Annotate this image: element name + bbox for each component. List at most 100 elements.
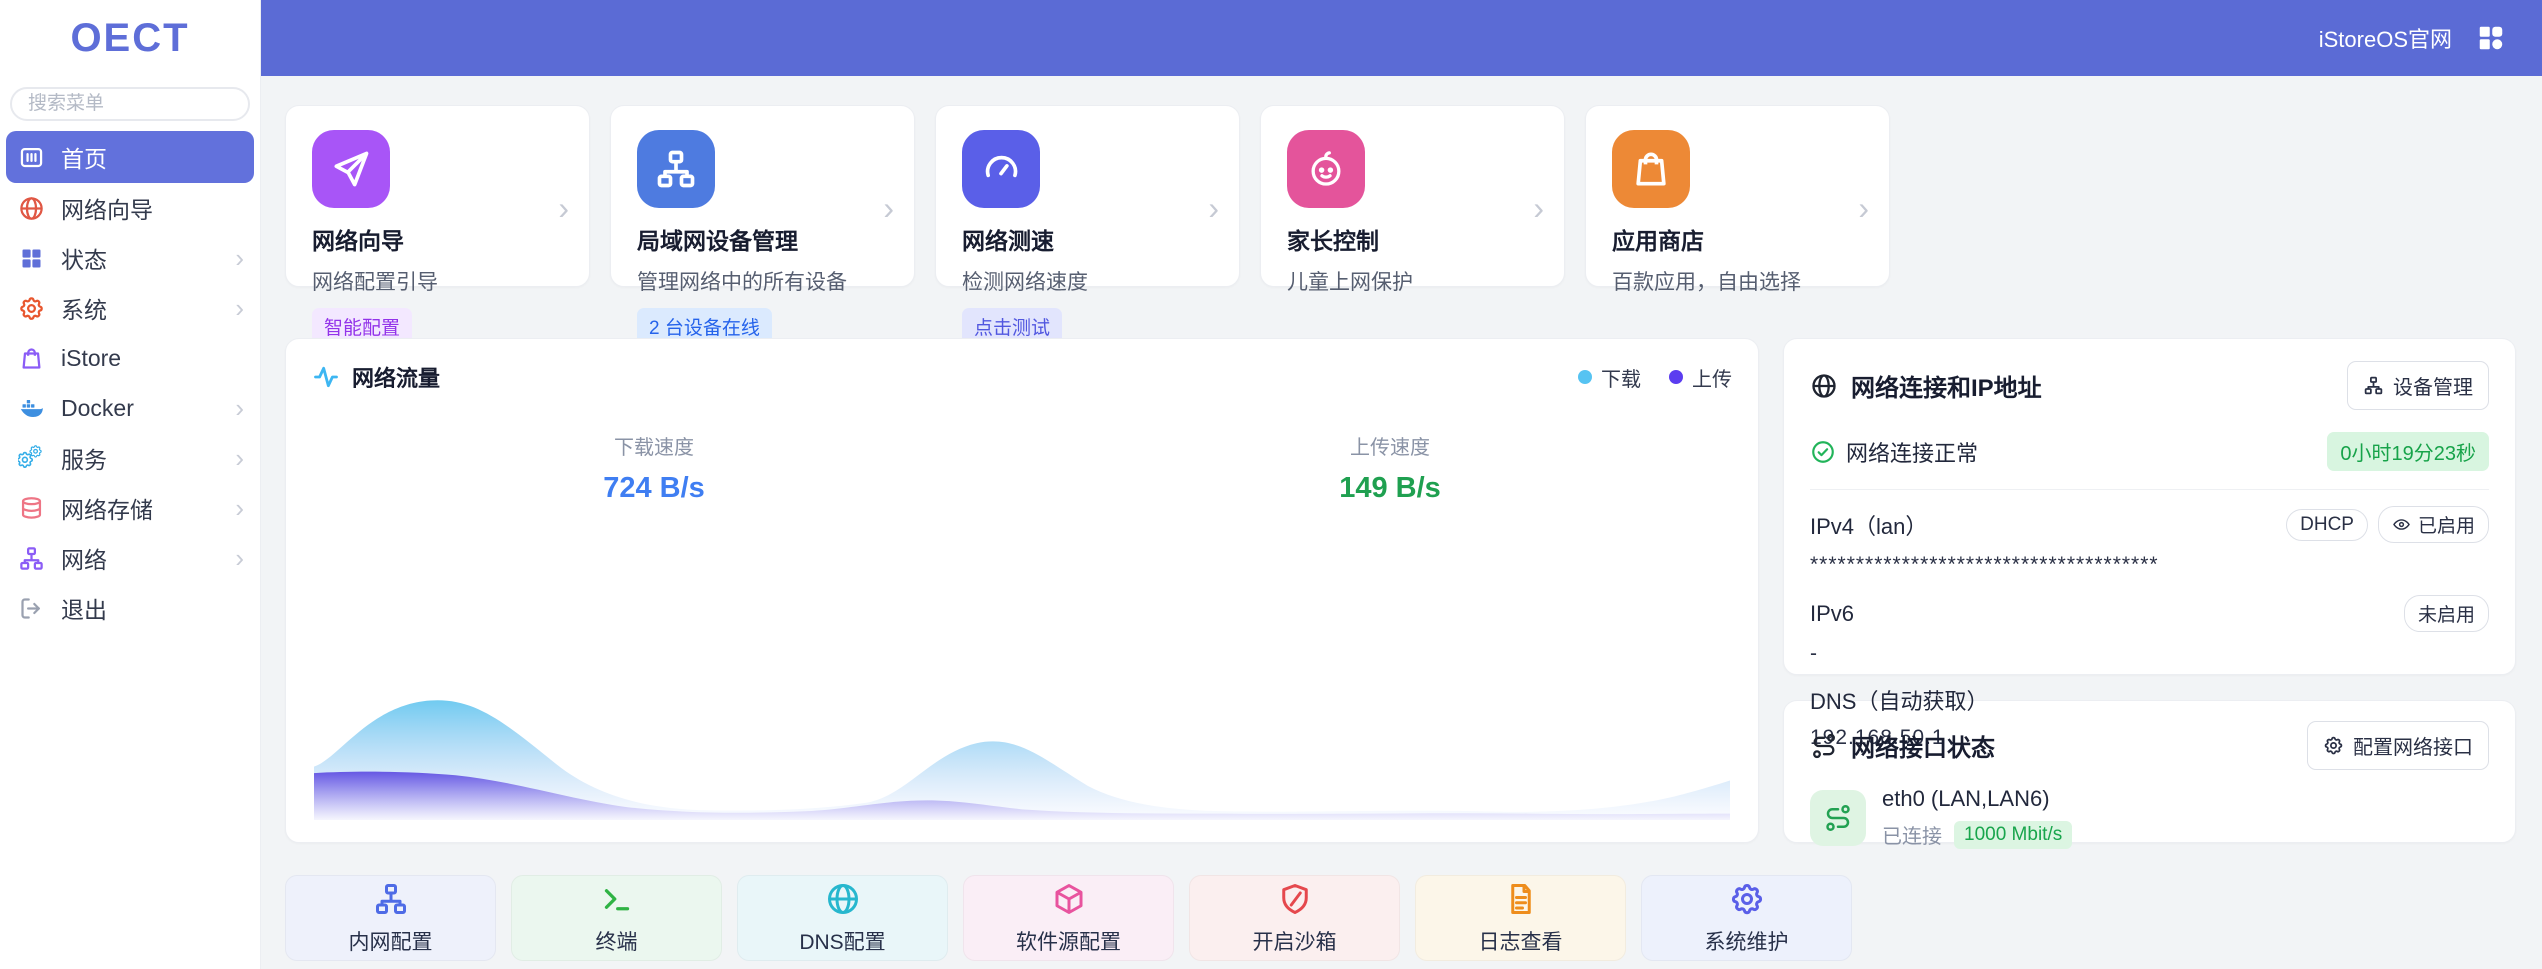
download-speed-value: 724 B/s	[603, 472, 705, 504]
divider	[1810, 489, 2489, 490]
card-speed-test[interactable]: 网络测速 检测网络速度 点击测试 ›	[935, 105, 1240, 345]
gear-icon	[1731, 883, 1762, 914]
action-enable-sandbox[interactable]: 开启沙箱	[1189, 875, 1400, 961]
chevron-right-icon: ›	[558, 190, 569, 226]
send-icon	[312, 130, 390, 208]
card-subtitle: 管理网络中的所有设备	[637, 271, 847, 294]
sidebar-item-status[interactable]: 状态 ›	[0, 233, 260, 283]
eye-icon	[2393, 519, 2410, 530]
card-network-wizard[interactable]: 网络向导 网络配置引导 智能配置 ›	[285, 105, 590, 345]
globe-icon	[18, 195, 45, 222]
action-view-logs[interactable]: 日志查看	[1415, 875, 1626, 961]
check-circle-icon	[1810, 439, 1836, 465]
upload-speed-value: 149 B/s	[1339, 472, 1441, 504]
terminal-icon	[604, 888, 629, 910]
card-subtitle: 儿童上网保护	[1287, 271, 1413, 294]
dhcp-badge: DHCP	[2286, 508, 2368, 541]
sitemap-icon	[2364, 376, 2383, 395]
search-input[interactable]	[10, 87, 250, 121]
sidebar-item-system[interactable]: 系统 ›	[0, 283, 260, 333]
sidebar-item-label: Docker	[61, 394, 134, 421]
interface-speed-badge: 1000 Mbit/s	[1954, 820, 2073, 849]
globe-icon	[827, 883, 858, 914]
sidebar-item-services[interactable]: 服务 ›	[0, 433, 260, 483]
card-title: 家长控制	[1287, 228, 1379, 254]
sidebar: OECT 首页 网络向导 状态 › 系统 ›	[0, 0, 260, 969]
ipv6-label: IPv6	[1810, 600, 1855, 626]
action-terminal[interactable]: 终端	[511, 875, 722, 961]
sitemap-icon	[637, 130, 715, 208]
action-system-maintenance[interactable]: 系统维护	[1641, 875, 1852, 961]
card-parental-control[interactable]: 家长控制 儿童上网保护 ›	[1260, 105, 1565, 294]
baby-icon	[1287, 130, 1365, 208]
sidebar-item-home[interactable]: 首页	[6, 131, 254, 183]
activity-icon	[312, 363, 340, 391]
docker-whale-icon	[18, 395, 45, 422]
chevron-right-icon: ›	[235, 243, 244, 273]
traffic-title: 网络流量	[352, 366, 441, 391]
ipv4-row: IPv4（lan） DHCP 已启用	[1810, 506, 2489, 543]
card-app-store[interactable]: 应用商店 百款应用，自由选择 ›	[1585, 105, 1890, 294]
card-lan-devices[interactable]: 局域网设备管理 管理网络中的所有设备 2 台设备在线 ›	[610, 105, 915, 345]
uptime-badge: 0小时19分23秒	[2327, 432, 2489, 471]
network-traffic-card: 网络流量 下载 上传 下载速度 724 B/s 上传速度 149 B/s	[285, 338, 1759, 843]
sidebar-item-logout[interactable]: 退出	[0, 583, 260, 633]
interface-title: 网络接口状态	[1851, 735, 1995, 762]
connection-status-row: 网络连接正常 0小时19分23秒	[1810, 432, 2489, 471]
logout-icon	[18, 595, 45, 622]
database-icon	[18, 495, 45, 522]
apps-grid-icon[interactable]	[2476, 23, 2506, 53]
sidebar-item-network[interactable]: 网络 ›	[0, 533, 260, 583]
interface-route-icon	[1810, 732, 1838, 760]
action-dns-config[interactable]: DNS配置	[737, 875, 948, 961]
sidebar-item-label: 系统	[61, 297, 107, 323]
download-series-area	[314, 700, 1730, 820]
action-software-source[interactable]: 软件源配置	[963, 875, 1174, 961]
document-icon	[1510, 883, 1531, 914]
card-title: 网络向导	[312, 228, 404, 254]
gauge-icon	[962, 130, 1040, 208]
upload-speed-label: 上传速度	[1350, 437, 1430, 459]
chevron-right-icon: ›	[235, 493, 244, 523]
chevron-right-icon: ›	[235, 443, 244, 473]
sidebar-item-istore[interactable]: iStore	[0, 333, 260, 383]
home-layout-icon	[18, 144, 45, 171]
sidebar-item-network-wizard[interactable]: 网络向导	[0, 183, 260, 233]
shopping-bag-icon	[18, 345, 45, 372]
ipv4-label: IPv4（lan）	[1810, 513, 1928, 539]
gears-icon	[18, 445, 45, 472]
gear-icon	[2324, 736, 2343, 755]
ipv6-row: IPv6 未启用	[1810, 595, 2489, 632]
speed-stats: 下载速度 724 B/s 上传速度 149 B/s	[286, 431, 1758, 505]
istoreos-site-link[interactable]: iStoreOS官网	[2318, 27, 2452, 52]
sidebar-item-network-storage[interactable]: 网络存储 ›	[0, 483, 260, 533]
configure-interface-button[interactable]: 配置网络接口	[2307, 721, 2489, 770]
sidebar-item-label: 网络	[61, 547, 107, 573]
action-lan-config[interactable]: 内网配置	[285, 875, 496, 961]
legend-download: 下载	[1578, 363, 1641, 392]
right-column: 网络连接和IP地址 设备管理 网络连接正常 0小时19分23秒 IPv4（lan…	[1783, 338, 2516, 849]
sitemap-icon	[375, 883, 406, 914]
device-manage-button[interactable]: 设备管理	[2347, 361, 2489, 410]
download-speed-label: 下载速度	[614, 437, 694, 459]
interface-row-eth0[interactable]: eth0 (LAN,LAN6) 已连接 1000 Mbit/s	[1810, 786, 2489, 849]
chevron-right-icon: ›	[1208, 190, 1219, 226]
chart-legend: 下载 上传	[1578, 363, 1732, 392]
chevron-right-icon: ›	[235, 393, 244, 423]
interface-route-icon	[1810, 789, 1866, 846]
traffic-area-chart	[314, 692, 1730, 820]
ipv6-status-badge: 未启用	[2403, 595, 2489, 632]
package-icon	[1055, 883, 1082, 914]
dns-label: DNS（自动获取）	[1810, 689, 1989, 714]
sitemap-icon	[18, 545, 45, 572]
card-subtitle: 检测网络速度	[962, 271, 1088, 294]
sidebar-item-label: 状态	[61, 247, 107, 273]
upload-series-area	[314, 771, 1730, 820]
interface-state: 已连接	[1882, 826, 1942, 848]
card-title: 应用商店	[1612, 228, 1704, 254]
gear-icon	[18, 295, 45, 322]
sidebar-item-docker[interactable]: Docker ›	[0, 383, 260, 433]
legend-upload: 上传	[1669, 363, 1732, 392]
ipv4-visibility-toggle[interactable]: 已启用	[2377, 506, 2489, 543]
